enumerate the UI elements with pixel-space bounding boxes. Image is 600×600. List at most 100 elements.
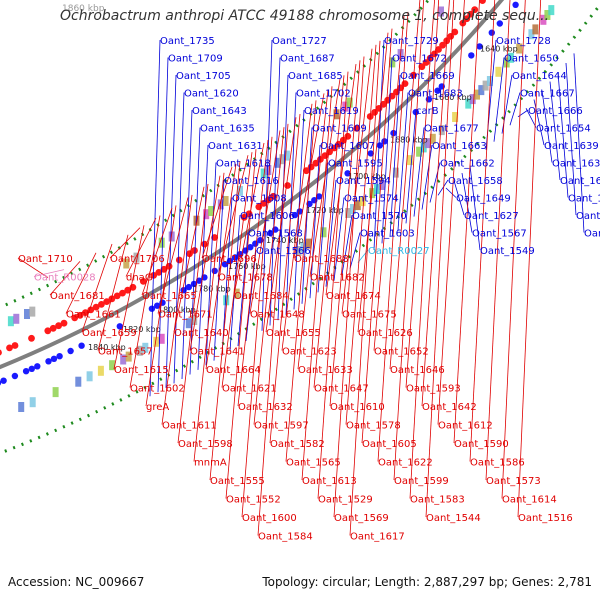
gene-label: Oant_1702 — [296, 89, 351, 100]
forward-gene-mark — [67, 347, 74, 355]
label-leader — [301, 86, 333, 481]
category-block — [24, 309, 30, 319]
forward-gene-mark — [488, 29, 495, 36]
label-leader — [129, 215, 161, 388]
label-leader — [81, 243, 113, 333]
label-leader — [557, 72, 569, 198]
label-leader — [125, 217, 157, 277]
gene-label: Oant_1619 — [304, 106, 359, 117]
label-leader — [221, 152, 253, 388]
gene-label: Oant_1661 — [66, 310, 121, 321]
gene-label: Oant_1727 — [272, 36, 327, 47]
label-leader — [225, 149, 257, 499]
reverse-gene-mark — [312, 159, 320, 167]
label-leader — [501, 0, 526, 499]
category-block — [86, 371, 93, 382]
gene-label: Oant_1643 — [192, 106, 247, 117]
gene-label: Oant_1677 — [424, 124, 479, 135]
label-leader — [389, 74, 401, 237]
gene-label: Oant_1631 — [208, 141, 263, 152]
reverse-gene-mark — [326, 148, 333, 156]
category-block — [265, 165, 272, 175]
label-leader — [361, 28, 393, 444]
reverse-gene-mark — [71, 314, 79, 322]
forward-gene-mark — [434, 87, 441, 94]
reverse-gene-mark — [108, 295, 116, 303]
label-leader — [325, 64, 357, 296]
category-block — [208, 206, 215, 216]
forward-gene-mark — [22, 368, 30, 375]
gene-label: Oant_1622 — [378, 458, 433, 469]
reverse-gene-mark — [49, 324, 57, 332]
scale-tick-label: 1700 kbp — [348, 172, 386, 181]
reverse-gene-mark — [44, 327, 52, 335]
label-leader — [201, 166, 233, 259]
label-leader — [173, 92, 185, 384]
reverse-gene-mark — [6, 344, 13, 352]
label-leader — [493, 57, 505, 142]
label-leader — [573, 53, 585, 233]
category-block — [486, 76, 493, 86]
category-block — [345, 208, 352, 218]
gene-label: Oant_1672 — [392, 54, 447, 65]
gene-label: Oant_1666 — [528, 106, 583, 117]
label-leader — [509, 92, 521, 126]
gene-label: Oant_1593 — [406, 384, 461, 395]
reverse-gene-mark — [471, 6, 479, 14]
category-block — [548, 5, 555, 16]
category-block — [185, 318, 192, 329]
gene-labels: Oant_1735 Oant_1727 Oant_1729 Oant_1728 Oant… — [18, 36, 600, 543]
gene-label: Oant_1627 — [464, 211, 519, 222]
category-block — [540, 14, 547, 25]
gene-label: Oant_1667 — [520, 89, 575, 100]
label-leader — [181, 109, 193, 380]
reverse-gene-mark — [98, 301, 105, 308]
gene-label: Oant_1665 — [142, 291, 197, 302]
gene-label: Oant_1687 — [280, 54, 335, 65]
gene-label: Oant_1635 — [200, 124, 255, 135]
reverse-gene-mark — [92, 303, 100, 311]
gene-label: Oant_1569 — [334, 513, 389, 524]
reverse-gene-mark — [479, 0, 486, 4]
reverse-gene-mark — [82, 309, 89, 316]
gene-label: Oant_1642 — [422, 402, 477, 413]
label-leader — [161, 194, 193, 425]
category-block — [354, 200, 361, 211]
category-block — [507, 52, 514, 63]
forward-gene-mark — [496, 20, 503, 27]
label-leader — [405, 109, 417, 224]
gene-label: Oant_1657 — [98, 347, 153, 358]
category-block — [469, 94, 476, 105]
reverse-gene-mark — [0, 349, 2, 356]
category-block — [274, 157, 281, 168]
category-block — [237, 185, 243, 196]
gene-label: Oant_1647 — [314, 384, 369, 395]
forward-gene-mark — [252, 240, 259, 247]
gene-label: Oant_1609 — [312, 124, 367, 135]
label-leader — [237, 139, 269, 407]
category-block — [125, 351, 132, 362]
gene-label: Oant_1671 — [158, 310, 213, 321]
label-leader — [141, 207, 173, 296]
category-block — [158, 333, 165, 344]
gene-label: Oant_1684 — [234, 291, 289, 302]
forward-gene-mark — [50, 355, 58, 362]
label-leader — [357, 32, 389, 333]
reverse-gene-mark — [439, 41, 446, 49]
gene-label: Oant_1650 — [504, 54, 559, 65]
gene-label: Oant_1607 — [320, 141, 375, 152]
label-leader — [381, 57, 393, 244]
scale-tick-label: 1720 kbp — [306, 206, 344, 215]
category-block — [333, 109, 340, 120]
category-block — [13, 313, 20, 324]
label-leader — [281, 103, 313, 351]
category-block — [279, 154, 286, 165]
label-leader — [253, 127, 285, 425]
gene-label: Oant_1613 — [302, 476, 357, 487]
gene-label: Oant_R0028 — [34, 273, 96, 284]
reverse-gene-mark — [393, 88, 400, 96]
label-leader — [269, 113, 301, 444]
label-leader — [389, 0, 421, 370]
label-leader — [165, 74, 177, 388]
